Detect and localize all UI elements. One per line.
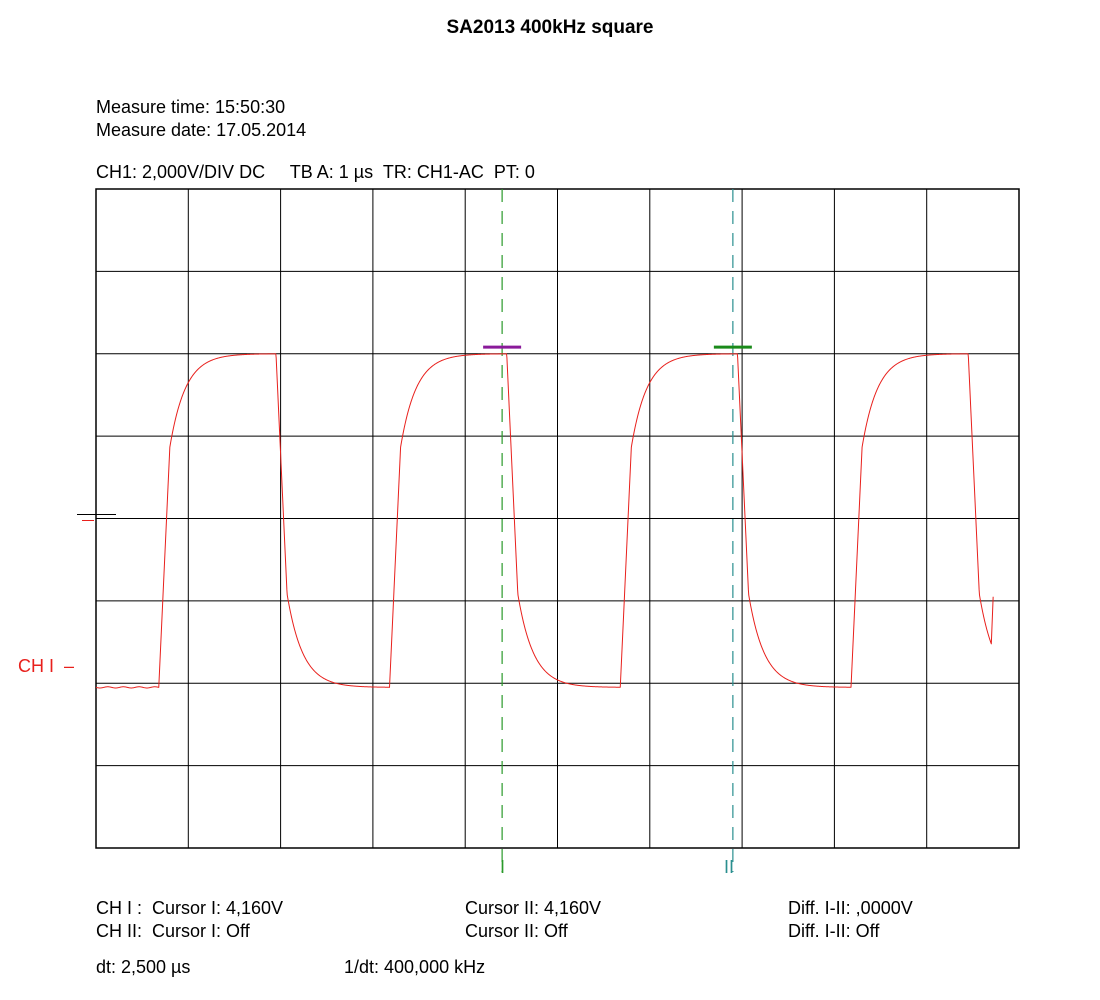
readout-ch2-diff: Diff. I-II: Off (788, 921, 880, 941)
screen-frame (95, 188, 1020, 849)
readout-inverse-dt: 1/dt: 400,000 kHz (344, 957, 486, 977)
cursor-one-label: I (500, 857, 506, 877)
readout-dt: dt: 2,500 µs (96, 957, 191, 977)
readout-ch1-cursor1: CH I : Cursor I: 4,160V (96, 898, 284, 918)
settings-line: CH1: 2,000V/DIV DC TB A: 1 µs TR: CH1-AC… (96, 162, 535, 182)
cursor-two-label: II (724, 857, 735, 877)
channel-marker: CH I – (18, 656, 75, 676)
ch1-waveform (95, 353, 994, 689)
readout-ch1-cursor2: Cursor II: 4,160V (465, 898, 602, 918)
readout-ch1-diff: Diff. I-II: ,0000V (788, 898, 913, 918)
readout-ch2-cursor1: CH II: Cursor I: Off (96, 921, 250, 941)
measure-time: Measure time: 15:50:30 (96, 97, 286, 117)
chart-title: SA2013 400kHz square (446, 17, 654, 38)
readout-ch2-cursor2: Cursor II: Off (465, 921, 568, 941)
measure-date: Measure date: 17.05.2014 (96, 120, 307, 140)
